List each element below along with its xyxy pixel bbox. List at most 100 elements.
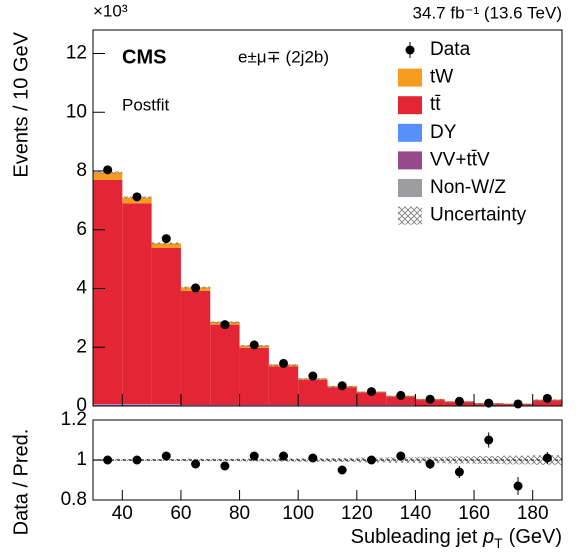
data-point: [103, 165, 113, 175]
ratio-point: [132, 455, 142, 465]
data-point: [308, 371, 318, 381]
y-tick-label: 4: [76, 278, 87, 299]
legend-label: DY: [430, 122, 457, 143]
stack-bar: [151, 243, 181, 248]
x-tick-label: 140: [400, 503, 432, 524]
stack-bar: [93, 179, 123, 405]
y-tick-label: 1: [76, 449, 87, 470]
x-tick-label: 100: [282, 503, 314, 524]
stack-bar: [93, 404, 123, 405]
ratio-point: [161, 451, 171, 461]
data-point: [366, 387, 376, 397]
x-tick-label: 40: [112, 503, 133, 524]
data-point: [484, 398, 494, 408]
ratio-point: [191, 459, 201, 469]
data-point: [279, 358, 289, 368]
stack-bar: [239, 347, 269, 406]
x-tick-label: 80: [229, 503, 250, 524]
data-point: [249, 340, 259, 350]
ratio-point: [249, 451, 259, 461]
y-tick-label: 0: [76, 395, 87, 416]
luminosity: 34.7 fb⁻¹ (13.6 TeV): [413, 3, 562, 22]
x-label-text: Subleading jet: [351, 526, 483, 548]
data-point: [542, 393, 552, 403]
stack-bar: [93, 172, 123, 180]
uncertainty-band: [151, 242, 181, 245]
data-point: [396, 390, 406, 400]
legend-label: Uncertainty: [430, 205, 527, 226]
stack-bar: [151, 247, 181, 405]
ratio-point: [513, 481, 523, 491]
stack-bar: [386, 396, 416, 406]
stack-bar: [532, 400, 562, 406]
ratio-point: [425, 459, 435, 469]
stack-bar: [151, 404, 181, 406]
legend-label: tW: [430, 67, 453, 88]
ratio-point: [396, 451, 406, 461]
fit-label: Postfit: [122, 95, 170, 114]
y-tick-label: 1.2: [61, 409, 87, 430]
legend-label: Non-W/Z: [430, 177, 506, 198]
y-tick-label: 10: [66, 101, 87, 122]
x-axis-label: Subleading jet pT (GeV): [351, 526, 562, 550]
ratio-point: [337, 465, 347, 475]
legend-swatch: [398, 68, 422, 87]
y-tick-label: 0.8: [61, 489, 87, 510]
stack-bar: [327, 387, 357, 406]
ratio-uncertainty: [327, 458, 357, 462]
y-tick-label: 8: [76, 160, 87, 181]
data-point: [425, 394, 435, 404]
ratio-point: [542, 453, 552, 463]
ratio-uncertainty: [503, 455, 533, 465]
stack-bar: [210, 324, 240, 406]
legend-swatch: [398, 179, 422, 197]
ratio-point: [220, 461, 230, 471]
axis-multiplier: ×10³: [93, 1, 128, 20]
y-tick-label: 2: [76, 336, 87, 357]
x-label-var: p: [482, 526, 494, 548]
data-point: [513, 399, 523, 409]
x-label-sub: T: [494, 535, 503, 551]
stack-bar: [268, 366, 299, 406]
x-tick-label: 120: [341, 503, 373, 524]
legend-label: VV+tt̄V: [430, 149, 490, 170]
ratio-uncertainty: [210, 458, 240, 462]
stack-bar: [151, 404, 181, 405]
stack-bar: [122, 404, 152, 405]
y-tick-label: 6: [76, 219, 87, 240]
x-tick-label: 180: [517, 503, 549, 524]
legend-swatch: [398, 206, 422, 225]
x-label-unit: (GeV): [509, 526, 562, 548]
legend-swatch: [398, 151, 422, 170]
stack-bar: [122, 404, 152, 406]
legend-marker: [405, 45, 415, 55]
stack-bar: [122, 203, 152, 405]
legend-label: Data: [430, 39, 471, 60]
data-point: [220, 320, 230, 330]
stack-bar: [298, 379, 328, 406]
y-axis-label: Events / 10 GeV: [10, 31, 32, 177]
x-tick-label: 160: [458, 503, 490, 524]
channel: e±μ∓ (2j2b): [238, 47, 329, 66]
data-point: [337, 381, 347, 391]
data-point: [191, 283, 201, 293]
data-point: [454, 396, 464, 406]
plot-frame: [92, 29, 563, 407]
legend-swatch: [398, 96, 422, 115]
ratio-point: [366, 455, 376, 465]
ratio-point: [484, 435, 494, 445]
ratio-frame: [92, 419, 563, 501]
legend-swatch: [398, 123, 422, 142]
stack-bar: [356, 392, 387, 406]
stack-bar: [180, 290, 211, 406]
y-tick-label: 12: [66, 43, 87, 64]
ratio-point: [308, 453, 318, 463]
experiment: CMS: [122, 46, 166, 68]
data-point: [161, 234, 171, 244]
ratio-uncertainty: [474, 456, 504, 464]
ratio-point: [454, 467, 464, 477]
data-point: [132, 192, 142, 202]
ratio-point: [279, 451, 289, 461]
x-tick-label: 60: [170, 503, 191, 524]
